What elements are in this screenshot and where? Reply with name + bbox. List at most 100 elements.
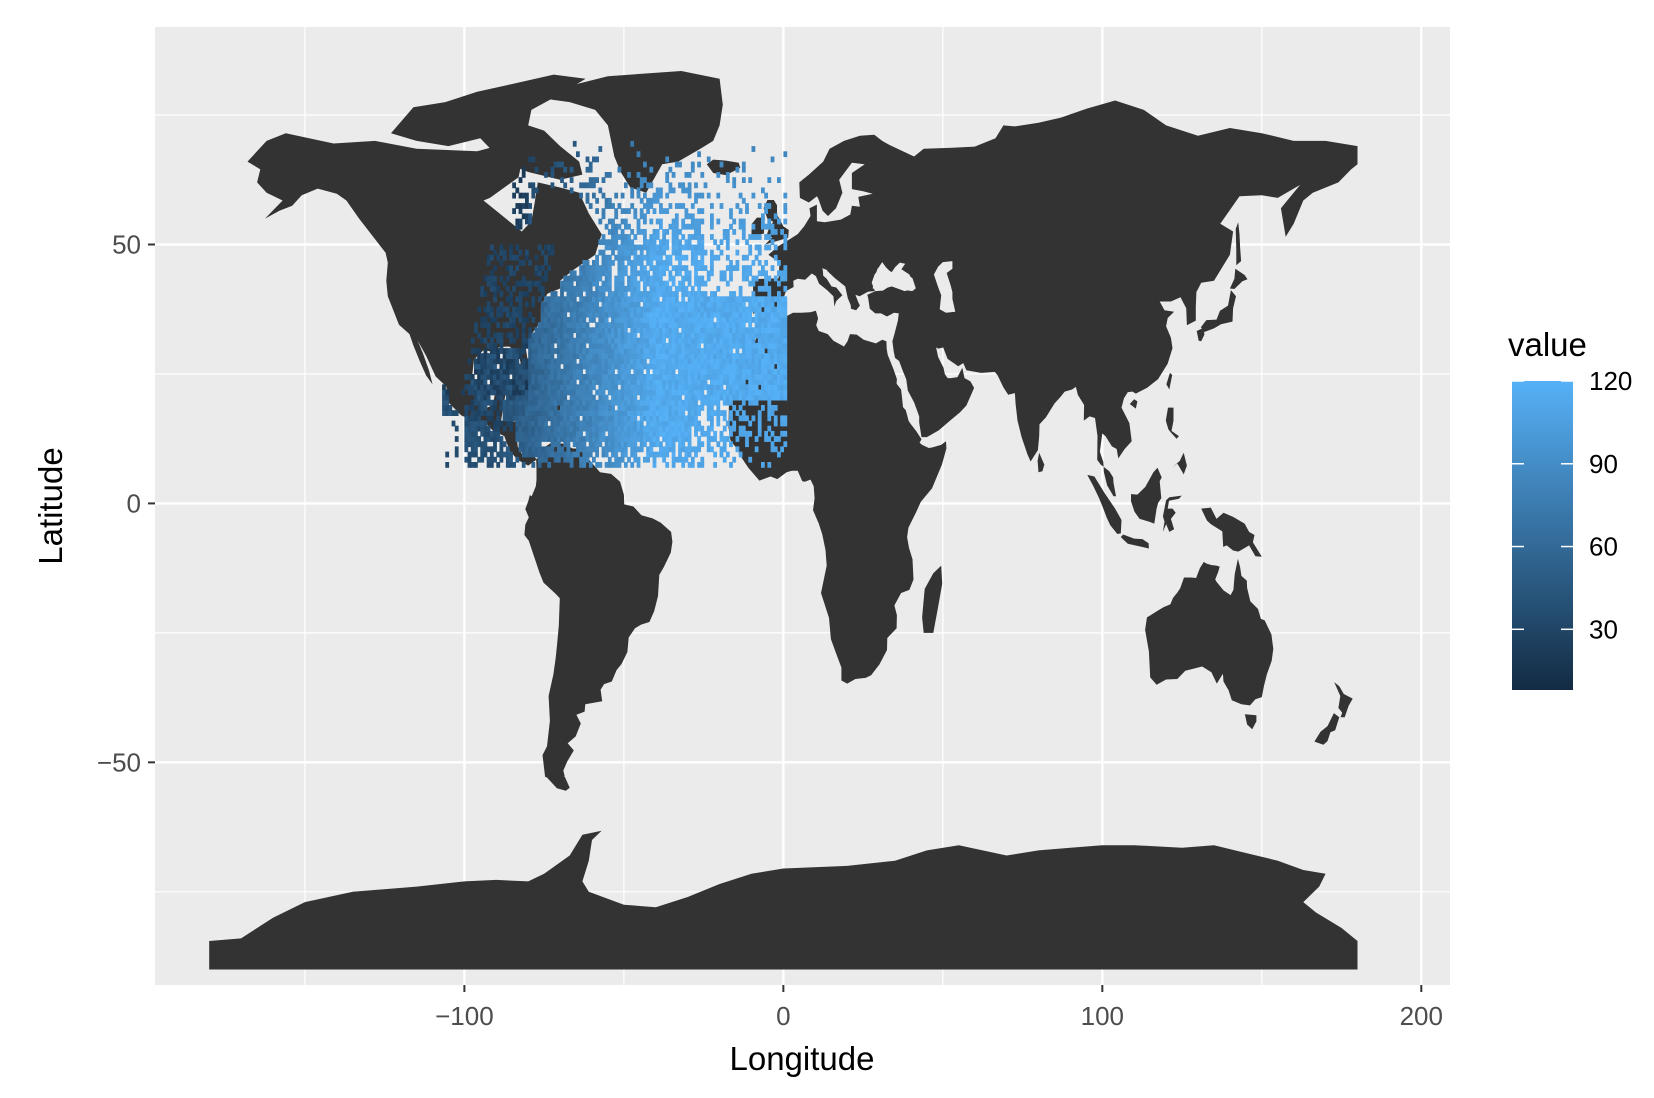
density-bin xyxy=(604,270,609,277)
density-bin xyxy=(646,301,650,308)
density-bin xyxy=(528,285,532,292)
density-bin xyxy=(761,368,765,375)
density-bin xyxy=(509,410,513,416)
density-bin xyxy=(553,420,558,427)
density-bin xyxy=(639,410,644,416)
density-bin xyxy=(537,456,542,463)
density-bin xyxy=(531,420,536,427)
density-bin xyxy=(607,203,612,209)
density-bin xyxy=(767,348,772,354)
density-bin xyxy=(694,451,698,458)
density-bin xyxy=(659,405,663,411)
density-bin xyxy=(592,177,596,183)
density-bin xyxy=(607,311,612,318)
density-bin xyxy=(713,358,717,365)
density-bin xyxy=(662,353,666,359)
density-bin xyxy=(713,410,717,416)
density-bin xyxy=(703,348,708,354)
density-bin xyxy=(636,306,641,313)
density-bin xyxy=(630,229,635,235)
density-bin xyxy=(598,384,603,391)
density-bin xyxy=(595,332,599,339)
density-bin xyxy=(662,456,666,463)
density-bin xyxy=(486,446,491,453)
density-bin xyxy=(671,244,676,251)
density-bin xyxy=(646,332,650,339)
density-bin xyxy=(585,270,590,277)
density-bin xyxy=(502,389,507,396)
density-bin xyxy=(521,425,526,432)
density-bin xyxy=(620,244,625,251)
density-bin xyxy=(777,306,781,313)
density-bin xyxy=(540,436,545,442)
density-bin xyxy=(681,420,686,427)
density-bin xyxy=(767,399,772,406)
density-bin xyxy=(464,430,469,437)
density-bin xyxy=(627,358,631,365)
density-bin xyxy=(499,446,504,453)
density-bin xyxy=(729,374,733,380)
density-bin xyxy=(700,260,705,266)
density-bin xyxy=(515,187,520,194)
density-bin xyxy=(668,322,673,328)
density-bin xyxy=(544,327,548,334)
density-bin xyxy=(566,275,571,282)
density-bin xyxy=(783,441,788,448)
density-bin xyxy=(521,260,526,266)
density-bin xyxy=(598,317,603,323)
density-bin xyxy=(582,296,587,303)
density-bin xyxy=(678,348,682,354)
density-bin xyxy=(483,348,488,354)
density-bin xyxy=(477,415,481,422)
density-bin xyxy=(493,363,497,370)
density-bin xyxy=(780,348,784,354)
density-bin xyxy=(470,389,475,396)
density-bin xyxy=(623,337,628,344)
density-bin xyxy=(713,399,717,406)
density-bin xyxy=(652,280,657,287)
density-bin xyxy=(617,358,622,365)
density-bin xyxy=(738,405,743,411)
density-bin xyxy=(518,384,523,391)
density-bin xyxy=(569,275,574,282)
density-bin xyxy=(623,182,628,189)
density-bin xyxy=(773,415,778,422)
density-bin xyxy=(643,399,647,406)
density-bin xyxy=(483,337,488,344)
density-bin xyxy=(751,394,756,401)
density-bin xyxy=(617,270,622,277)
density-bin xyxy=(713,311,717,318)
density-bin xyxy=(741,332,746,339)
density-bin xyxy=(780,306,784,313)
density-bin xyxy=(486,368,491,375)
density-bin xyxy=(671,425,676,432)
density-bin xyxy=(502,363,507,370)
density-bin xyxy=(534,368,539,375)
density-bin xyxy=(598,389,603,396)
density-bin xyxy=(521,389,526,396)
density-bin xyxy=(757,410,762,416)
density-bin xyxy=(620,441,625,448)
density-bin xyxy=(725,358,730,365)
density-bin xyxy=(725,451,730,458)
density-bin xyxy=(690,358,695,365)
density-bin xyxy=(636,374,641,380)
density-bin xyxy=(655,410,660,416)
density-bin xyxy=(547,425,552,432)
density-bin xyxy=(470,337,475,344)
density-bin xyxy=(505,446,510,453)
density-bin xyxy=(764,374,768,380)
density-bin xyxy=(690,296,695,303)
density-bin xyxy=(738,327,743,334)
density-bin xyxy=(735,353,740,359)
density-bin xyxy=(467,415,472,422)
density-bin xyxy=(525,436,529,442)
density-bin xyxy=(470,410,475,416)
density-bin xyxy=(697,161,701,168)
density-bin xyxy=(611,441,615,448)
density-bin xyxy=(486,342,491,349)
density-bin xyxy=(531,156,536,163)
density-bin xyxy=(521,420,526,427)
density-bin xyxy=(477,425,481,432)
density-bin xyxy=(585,436,590,442)
